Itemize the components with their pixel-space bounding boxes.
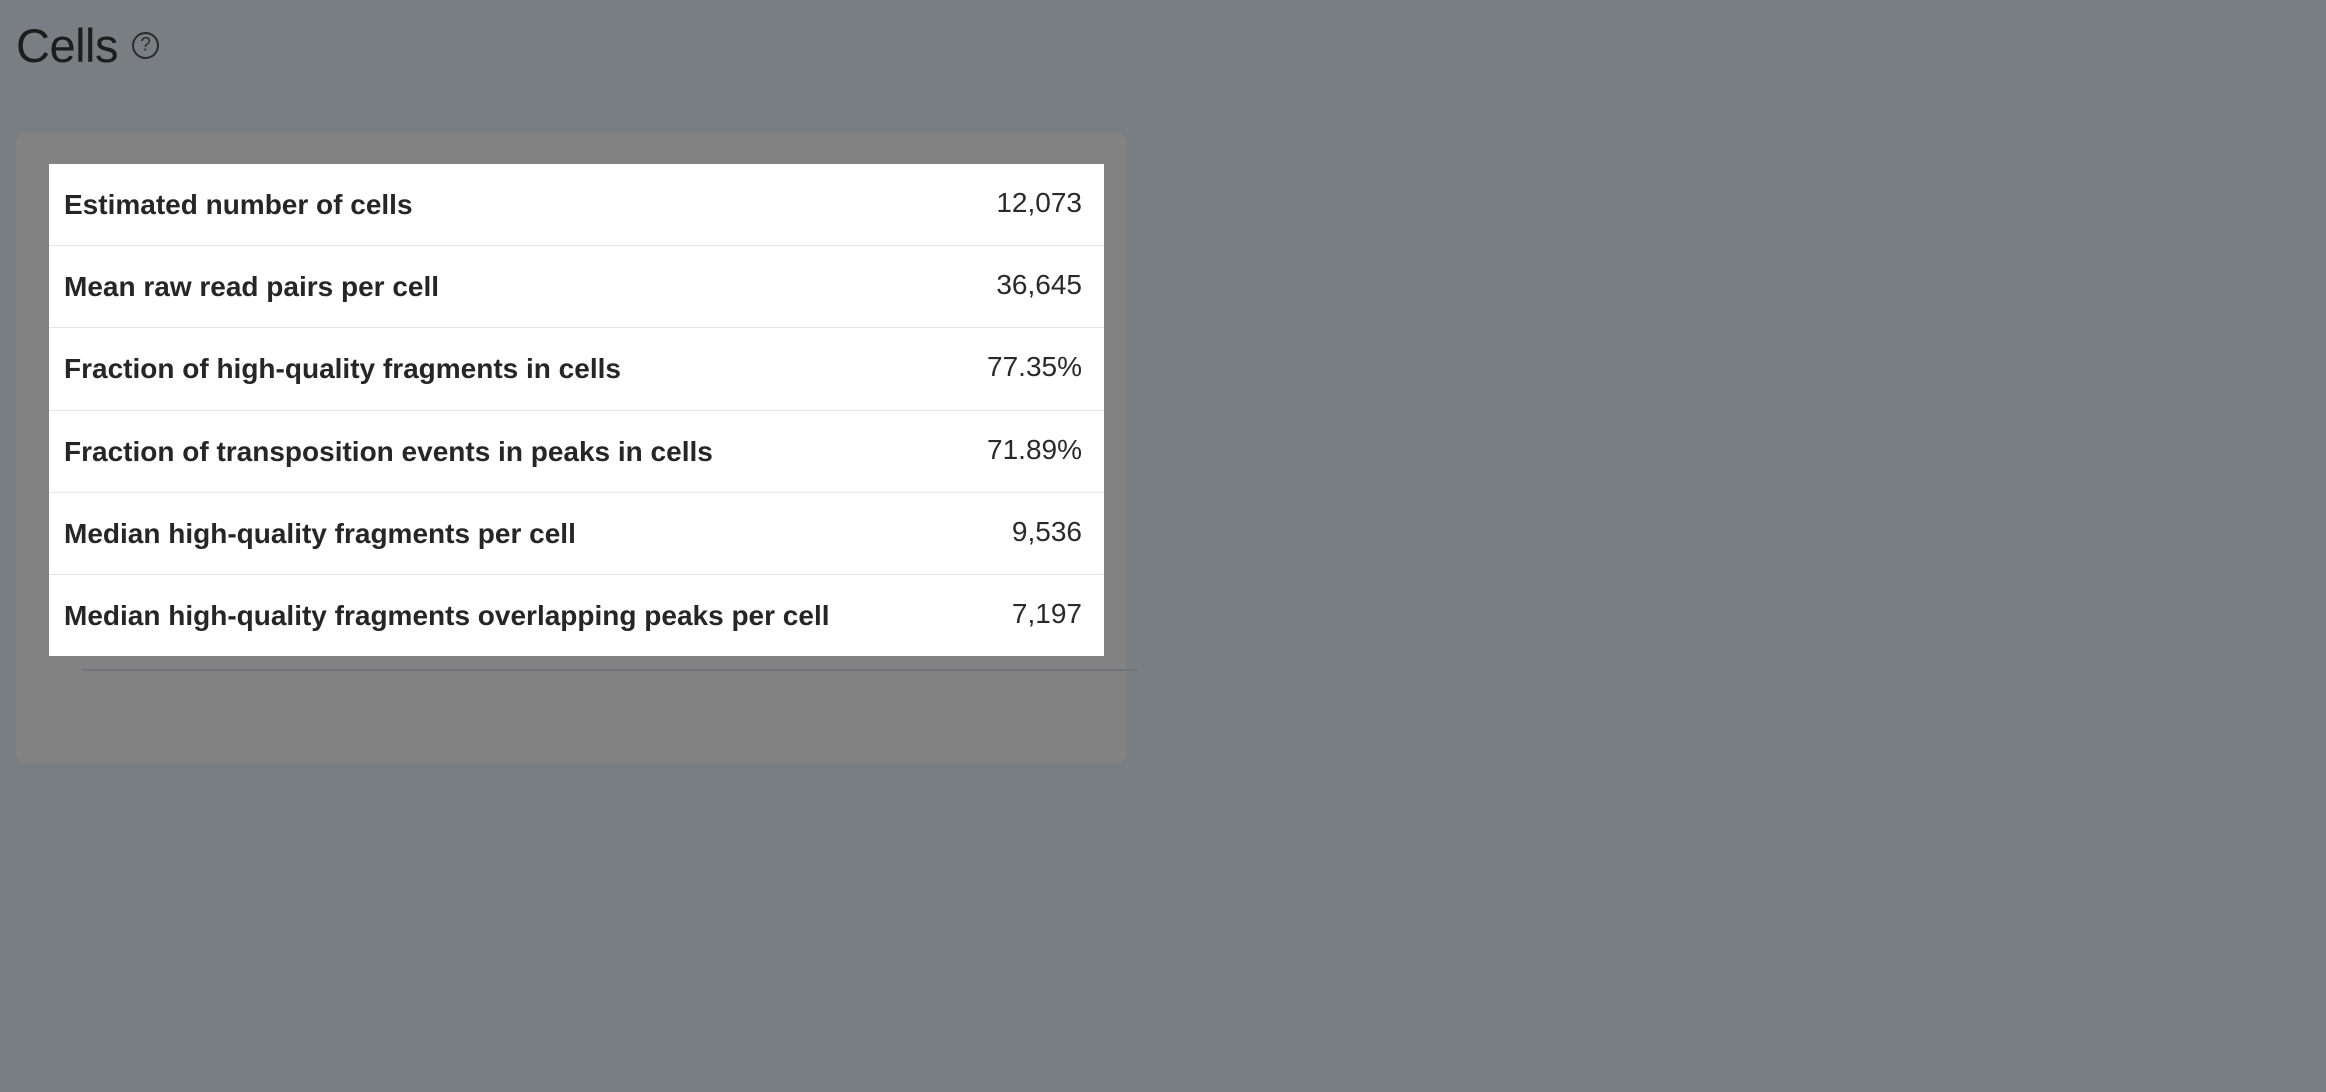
cells-metrics-table: Estimated number of cells 12,073 Mean raw …	[49, 164, 1104, 656]
metric-value: 77.35%	[967, 350, 1082, 383]
table-row: Fraction of high-quality fragments in ce…	[49, 328, 1104, 410]
cells-metrics-inner: Estimated number of cells 12,073 Mean raw …	[49, 164, 1102, 656]
metric-label: Median high-quality fragments overlappin…	[64, 597, 830, 634]
cells-panel: Cells ? Estimated number of cells 12,073 M…	[0, 0, 1175, 1092]
cells-panel-title: Cells ?	[16, 22, 159, 69]
metric-value: 71.89%	[967, 433, 1082, 466]
metric-label: Estimated number of cells	[64, 186, 413, 223]
metric-label: Fraction of transposition events in peak…	[64, 433, 713, 470]
table-row: Median high-quality fragments overlappin…	[49, 575, 1104, 656]
peaks-targeting-panel: Peaks Targeting ? 00.20.40.60.81110010k1…	[1175, 0, 2326, 1092]
metric-label: Median high-quality fragments per cell	[64, 515, 576, 552]
metric-label: Fraction of high-quality fragments in ce…	[64, 350, 621, 387]
help-circle-icon[interactable]: ?	[132, 32, 159, 59]
table-row: Fraction of transposition events in peak…	[49, 411, 1104, 493]
table-row: Median high-quality fragments per cell 9,…	[49, 493, 1104, 575]
metrics-divider	[82, 669, 1137, 671]
table-row: Mean raw read pairs per cell 36,645	[49, 246, 1104, 328]
page-title-text: Cells	[16, 22, 118, 69]
metric-value: 12,073	[976, 186, 1082, 219]
metric-label: Mean raw read pairs per cell	[64, 268, 439, 305]
metric-value: 9,536	[992, 515, 1082, 548]
metric-value: 36,645	[976, 268, 1082, 301]
table-row: Estimated number of cells 12,073	[49, 164, 1104, 246]
cells-metrics-card: Estimated number of cells 12,073 Mean raw …	[16, 132, 1126, 764]
metric-value: 7,197	[992, 597, 1082, 630]
